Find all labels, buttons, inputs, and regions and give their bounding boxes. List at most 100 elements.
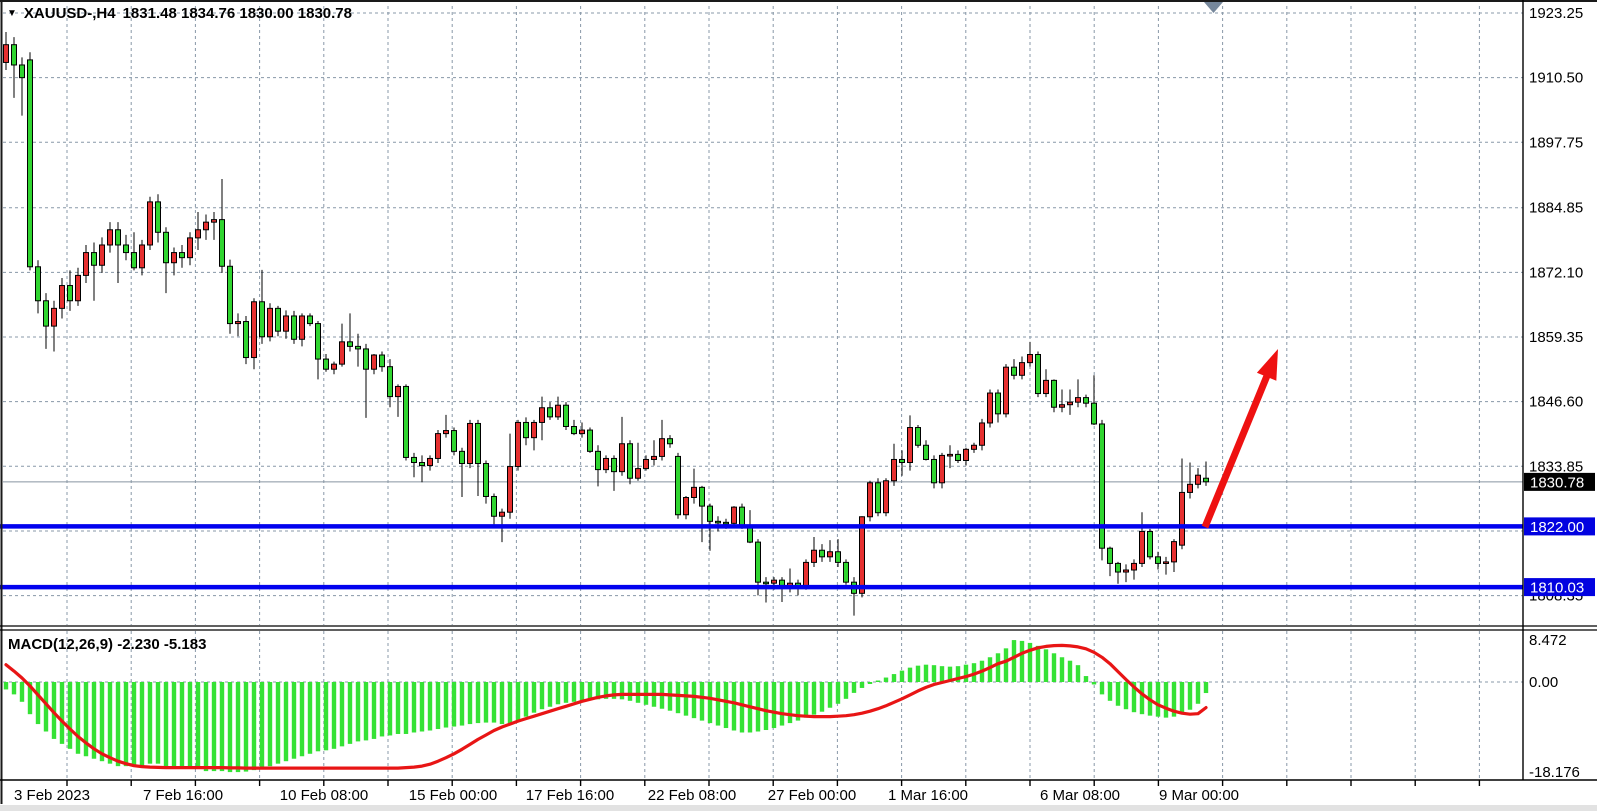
macd-histogram-bar (515, 682, 521, 721)
candle-bull (3, 44, 9, 63)
candle-bear (1091, 402, 1097, 425)
macd-histogram-bar (155, 682, 161, 764)
candle-bull (99, 244, 105, 266)
macd-histogram-bar (195, 682, 201, 769)
candle-bull (531, 421, 537, 439)
macd-histogram-bar (675, 682, 681, 714)
macd-histogram-bar (763, 682, 769, 731)
macd-histogram-bar (363, 682, 369, 741)
price-axis-label: 1872.10 (1529, 264, 1583, 281)
candle-bear (1147, 530, 1153, 558)
macd-histogram-bar (243, 682, 249, 772)
candle-bull (803, 561, 809, 587)
macd-histogram-bar (715, 682, 721, 726)
macd-histogram-bar (283, 682, 289, 762)
candle-bull (283, 315, 289, 332)
macd-histogram-bar (611, 682, 617, 699)
candle-bear (379, 354, 385, 368)
candle-bull (971, 444, 977, 450)
macd-histogram-bar (883, 677, 889, 682)
macd-histogram-bar (723, 682, 729, 729)
time-axis-label: 10 Feb 08:00 (280, 787, 368, 804)
candle-bear (923, 444, 929, 460)
candle-bull (683, 496, 689, 516)
macd-histogram-bar (227, 682, 233, 773)
candle-bull (827, 551, 833, 558)
candle-bull (59, 285, 65, 309)
candle-bear (1051, 379, 1057, 408)
trend-arrow-head[interactable] (1256, 349, 1278, 381)
candle-bull (467, 422, 473, 465)
price-axis-label: 1859.35 (1529, 329, 1583, 346)
candle-bull (1019, 362, 1025, 376)
macd-histogram-bar (787, 682, 793, 724)
macd-histogram-bar (835, 682, 841, 704)
candle-bear (163, 231, 169, 264)
candle-bear (411, 456, 417, 464)
macd-histogram-bar (99, 682, 105, 762)
candle-bear (1099, 423, 1105, 549)
macd-histogram-bar (507, 682, 513, 724)
candle-bear (363, 348, 369, 370)
macd-histogram-bar (443, 682, 449, 728)
time-axis-label: 27 Feb 00:00 (768, 787, 856, 804)
macd-histogram-bar (547, 682, 553, 707)
candle-bull (1187, 483, 1193, 493)
macd-histogram-bar (1019, 640, 1025, 682)
candle-bear (1011, 366, 1017, 376)
macd-histogram-bar (147, 682, 153, 764)
macd-histogram-bar (1163, 682, 1169, 718)
candle-bull (1131, 562, 1137, 571)
macd-histogram-bar (1179, 682, 1185, 715)
macd-histogram-bar (467, 682, 473, 725)
macd-histogram-bar (1075, 665, 1081, 682)
window-bottom-strip (0, 805, 1597, 811)
candle-bull (891, 458, 897, 482)
candle-bull (339, 341, 345, 365)
candle-bull (963, 448, 969, 461)
candle-bear (611, 457, 617, 473)
macd-histogram-bar (75, 682, 81, 754)
candle-bear (547, 407, 553, 418)
macd-histogram-bar (1011, 640, 1017, 682)
candle-bull (859, 516, 865, 594)
candle-bull (659, 438, 665, 457)
candle-bull (299, 315, 305, 340)
macd-histogram-bar (843, 682, 849, 699)
candle-bull (443, 430, 449, 435)
candle-bear (419, 462, 425, 467)
macd-histogram-bar (1195, 682, 1201, 704)
macd-histogram-bar (131, 682, 137, 767)
macd-histogram-bar (635, 682, 641, 703)
candle-bear (27, 59, 33, 268)
macd-histogram-bar (59, 682, 65, 744)
candle-bull (507, 466, 513, 513)
macd-histogram-bar (459, 682, 465, 726)
macd-histogram-bar (907, 667, 913, 682)
chart-collapse-icon[interactable]: ▼ (7, 7, 17, 19)
price-axis-label: 1833.85 (1529, 458, 1583, 475)
candle-bear (955, 453, 961, 461)
candle-bear (699, 486, 705, 507)
macd-histogram-bar (339, 682, 345, 747)
macd-histogram-bar (915, 665, 921, 682)
candle-bull (947, 453, 953, 457)
candle-bull (1163, 561, 1169, 564)
trend-arrow-shaft[interactable] (1201, 369, 1273, 529)
candle-bear (451, 430, 457, 452)
candle-bear (675, 455, 681, 516)
candle-bull (1075, 397, 1081, 403)
candle-bear (875, 482, 881, 514)
price-axis-label: 1897.75 (1529, 134, 1583, 151)
candle-bear (899, 458, 905, 464)
candle-bear (227, 265, 233, 325)
macd-histogram-bar (739, 682, 745, 733)
candle-bull (211, 219, 217, 223)
macd-histogram-bar (963, 664, 969, 682)
chart-shift-marker-icon[interactable] (1204, 2, 1223, 13)
macd-histogram-bar (235, 682, 241, 773)
macd-histogram-bar (395, 682, 401, 734)
price-axis-label: 1910.50 (1529, 70, 1583, 87)
candle-bear (1083, 397, 1089, 404)
